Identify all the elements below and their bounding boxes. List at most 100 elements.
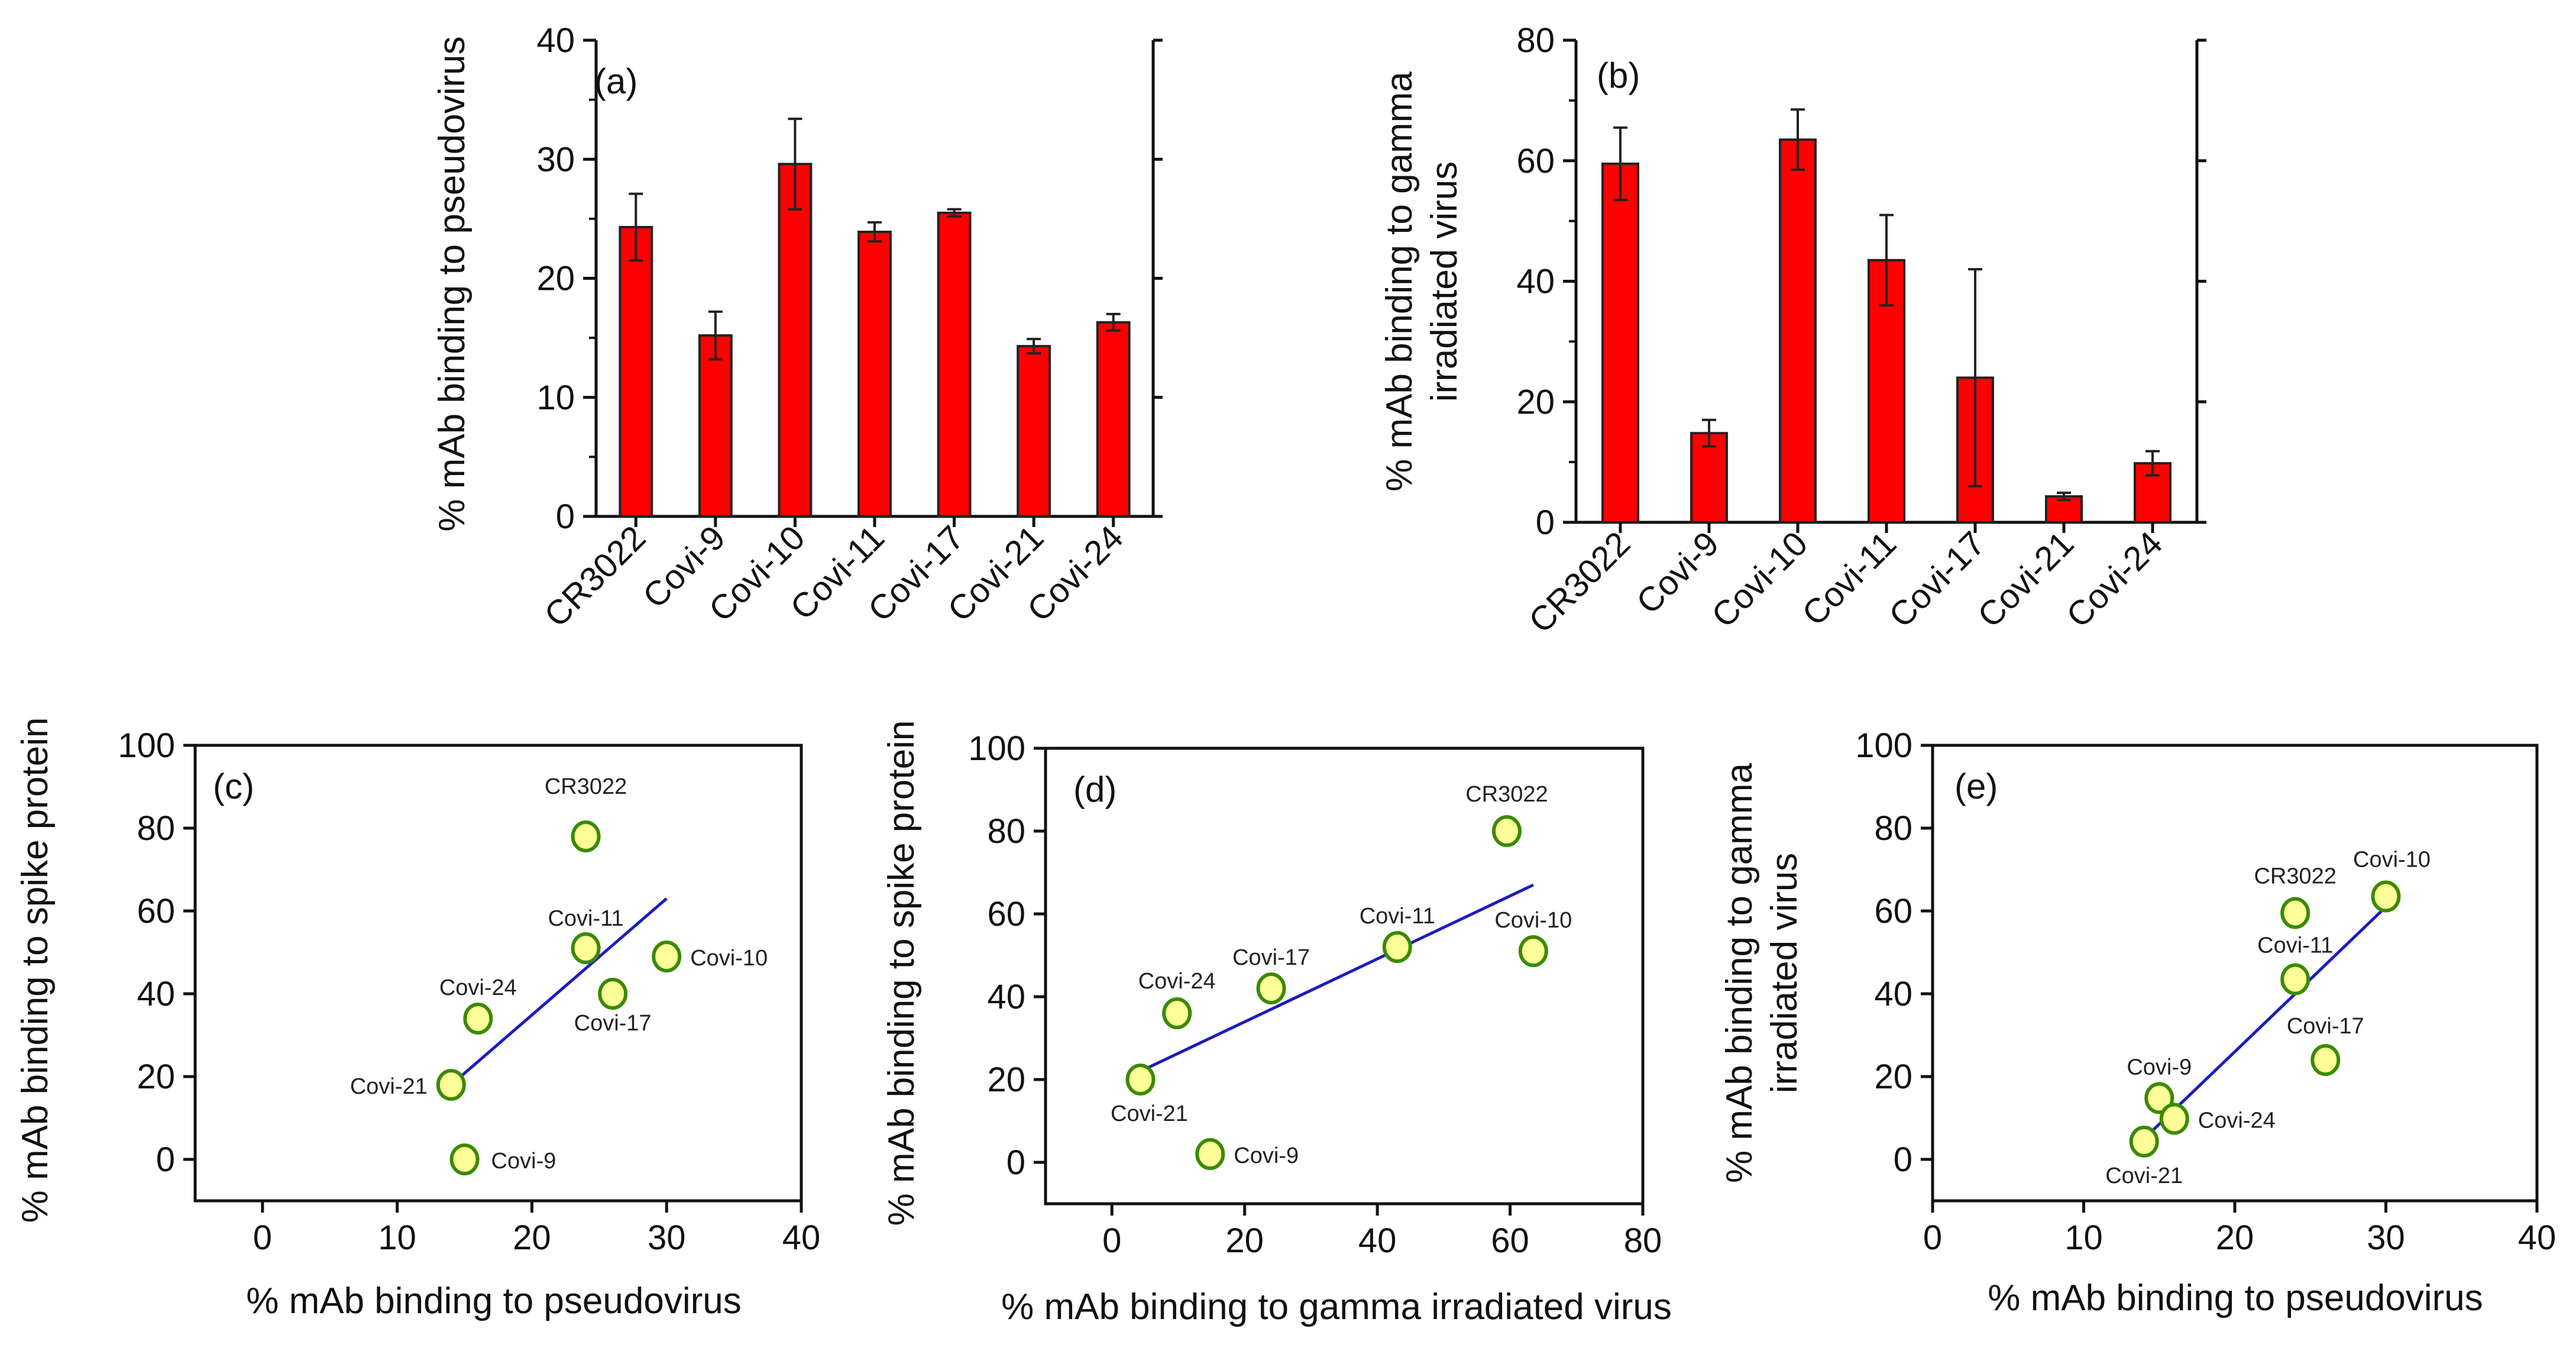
point-label: CR3022: [545, 774, 627, 799]
y-tick-label: 60: [1516, 142, 1555, 180]
x-tick-label: Covi-17: [1882, 524, 1992, 635]
y-tick-label: 0: [556, 497, 575, 536]
x-tick-label: 40: [1358, 1221, 1397, 1260]
bar-Covi-10: [1779, 138, 1817, 523]
y-axis-label-line: % mAb binding to spike protein: [15, 718, 56, 1223]
y-tick-label: 100: [1855, 726, 1912, 765]
point-Covi-17: [2310, 1044, 2341, 1076]
point-label: Covi-10: [690, 946, 768, 971]
point-label: Covi-11: [548, 906, 623, 931]
y-tick-label: 40: [1516, 263, 1555, 301]
y-axis-label: % mAb binding to gamma irradiated virus: [1379, 72, 1465, 492]
fit-line: [2143, 906, 2387, 1140]
point-Covi-11: [2280, 963, 2310, 996]
point-label: Covi-9: [2127, 1055, 2192, 1080]
point-label: Covi-10: [1494, 908, 1572, 933]
point-Covi-10: [2371, 880, 2401, 913]
point-label: Covi-24: [2198, 1108, 2276, 1133]
chart-b: (b) % mAb binding to gamma irradiated viru…: [1379, 21, 2206, 641]
bar-CR3022: [1601, 162, 1639, 523]
panel-label: (c): [213, 767, 254, 806]
y-tick-label: 30: [536, 140, 575, 179]
y-tick-label: 0: [156, 1140, 175, 1179]
point-Covi-10: [652, 941, 682, 972]
x-tick-label: 40: [782, 1219, 821, 1257]
y-tick-label: 40: [1874, 975, 1912, 1013]
y-axis-label: % mAb binding to pseudovirus: [432, 36, 473, 531]
bar-Covi-9: [698, 334, 733, 518]
point-Covi-17: [598, 978, 628, 1010]
x-tick-label: Covi-11: [1795, 524, 1904, 633]
x-tick-label: CR3022: [537, 518, 653, 634]
y-axis-label-line: irradiated virus: [1424, 161, 1465, 402]
x-tick-label: Covi-10: [1704, 524, 1815, 635]
x-tick-label: 0: [1102, 1221, 1121, 1260]
y-tick-label: 0: [1007, 1143, 1025, 1182]
y-tick-label: 20: [536, 260, 575, 298]
panel-label: (d): [1073, 770, 1117, 809]
point-Covi-11: [571, 932, 601, 964]
y-tick-label: 80: [137, 809, 175, 848]
point-label: CR3022: [1465, 782, 1548, 807]
point-label: Covi-17: [1232, 945, 1310, 970]
panel-label: (b): [1597, 56, 1640, 95]
point-Covi-21: [436, 1069, 466, 1101]
y-tick-label: 60: [137, 892, 175, 930]
panel-label: (a): [594, 62, 637, 101]
x-tick-label: 20: [2216, 1219, 2254, 1257]
y-tick-label: 20: [987, 1061, 1025, 1099]
x-tick-label: 40: [2518, 1219, 2556, 1257]
point-Covi-21: [1125, 1064, 1156, 1096]
point-label: Covi-10: [2353, 848, 2431, 872]
fit-line: [450, 897, 668, 1086]
point-label: Covi-21: [2105, 1164, 2183, 1188]
bar-Covi-10: [778, 163, 813, 518]
point-Covi-24: [2159, 1103, 2189, 1135]
chart-a: (a) % mAb binding to pseudovirus 0 10 20 30 40…: [432, 21, 1163, 635]
point-label: Covi-9: [1234, 1143, 1299, 1168]
point-Covi-10: [1518, 935, 1548, 967]
x-tick-label: 0: [253, 1219, 272, 1257]
y-tick-label: 40: [987, 978, 1025, 1016]
point-label: Covi-17: [574, 1011, 652, 1036]
y-axis-label-line: irradiated virus: [1764, 853, 1805, 1094]
y-axis-label: % mAb binding to spike protein: [881, 720, 922, 1226]
x-axis-label: % mAb binding to pseudovirus: [246, 1281, 741, 1321]
y-tick-label: 40: [137, 975, 175, 1013]
x-tick-label: 30: [648, 1219, 686, 1257]
y-axis-label-line: % mAb binding to spike protein: [881, 720, 922, 1226]
y-tick-label: 20: [137, 1058, 175, 1096]
y-tick-label: 80: [1516, 21, 1555, 60]
y-tick-label: 20: [1516, 383, 1555, 421]
point-CR3022: [2280, 897, 2310, 929]
y-tick-label: 0: [1894, 1140, 1912, 1179]
point-label: CR3022: [2254, 864, 2336, 889]
y-tick-label: 60: [1874, 892, 1912, 930]
chart-d: (d) % mAb binding to spike protein 0 20 40 60…: [881, 720, 1672, 1327]
point-Covi-24: [1162, 997, 1192, 1029]
x-tick-label: 10: [378, 1219, 416, 1257]
point-label: Covi-17: [2287, 1014, 2364, 1039]
point-Covi-24: [463, 1003, 493, 1035]
y-axis-label: % mAb binding to gamma irradiated virus: [1719, 763, 1805, 1183]
y-axis-label-line: % mAb binding to gamma: [1719, 763, 1760, 1183]
y-tick-label: 60: [987, 895, 1025, 933]
y-tick-label: 100: [968, 729, 1025, 768]
y-tick-label: 40: [536, 21, 575, 60]
x-tick-label: 30: [2367, 1219, 2405, 1257]
y-tick-label: 0: [1536, 503, 1555, 542]
x-tick-label: 20: [1225, 1221, 1264, 1260]
y-tick-label: 100: [118, 726, 175, 765]
point-CR3022: [1491, 815, 1522, 847]
x-tick-label: 80: [1624, 1221, 1662, 1260]
point-label: Covi-9: [491, 1149, 556, 1174]
x-tick-label: Covi-21: [1970, 524, 2081, 635]
point-label: Covi-11: [2257, 933, 2333, 958]
x-tick-label: 60: [1491, 1221, 1529, 1260]
point-Covi-9: [1195, 1138, 1225, 1170]
x-tick-label: 20: [513, 1219, 551, 1257]
x-tick-label: Covi-24: [2059, 524, 2170, 635]
panel-label: (e): [1954, 767, 1998, 806]
point-label: Covi-24: [1138, 969, 1216, 994]
